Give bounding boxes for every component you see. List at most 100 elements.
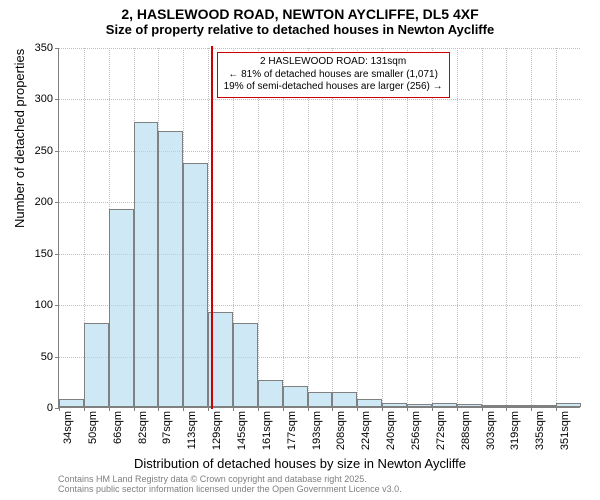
gridline-v xyxy=(407,48,408,407)
ytick-label: 250 xyxy=(35,145,53,157)
gridline-v xyxy=(482,48,483,407)
gridline-h xyxy=(59,48,580,49)
annotation-line: ← 81% of detached houses are smaller (1,… xyxy=(224,69,443,82)
xtick-label: 288sqm xyxy=(460,411,472,450)
xtick-label: 34sqm xyxy=(62,411,74,444)
gridline-v xyxy=(506,48,507,407)
xtick-mark xyxy=(332,407,333,411)
histogram-bar xyxy=(382,403,407,407)
gridline-v xyxy=(457,48,458,407)
gridline-v xyxy=(357,48,358,407)
ytick-label: 0 xyxy=(47,402,53,414)
histogram-bar xyxy=(506,405,531,407)
plot-area: 05010015020025030035034sqm50sqm66sqm82sq… xyxy=(58,48,580,408)
histogram-bar xyxy=(158,131,183,407)
histogram-bar xyxy=(432,403,457,407)
annotation-line: 2 HASLEWOOD ROAD: 131sqm xyxy=(224,56,443,69)
chart-footer: Contains HM Land Registry data © Crown c… xyxy=(58,475,402,495)
reference-line xyxy=(211,46,213,409)
ytick-label: 350 xyxy=(35,42,53,54)
gridline-h xyxy=(59,99,580,100)
gridline-v xyxy=(283,48,284,407)
ytick-mark xyxy=(55,305,59,306)
xtick-mark xyxy=(382,407,383,411)
xtick-label: 224sqm xyxy=(360,411,372,450)
histogram-bar xyxy=(233,323,258,407)
xtick-mark xyxy=(457,407,458,411)
xtick-mark xyxy=(233,407,234,411)
xtick-label: 193sqm xyxy=(311,411,323,450)
xtick-label: 272sqm xyxy=(435,411,447,450)
ytick-label: 300 xyxy=(35,93,53,105)
ytick-label: 100 xyxy=(35,299,53,311)
ytick-mark xyxy=(55,202,59,203)
xtick-mark xyxy=(134,407,135,411)
histogram-bar xyxy=(84,323,109,407)
ytick-mark xyxy=(55,357,59,358)
histogram-bar xyxy=(183,163,208,407)
xtick-label: 82sqm xyxy=(137,411,149,444)
xtick-label: 335sqm xyxy=(534,411,546,450)
xtick-mark xyxy=(556,407,557,411)
histogram-bar xyxy=(357,399,382,407)
ytick-label: 200 xyxy=(35,196,53,208)
xtick-label: 303sqm xyxy=(485,411,497,450)
xtick-mark xyxy=(258,407,259,411)
xtick-mark xyxy=(109,407,110,411)
xtick-label: 145sqm xyxy=(236,411,248,450)
ytick-label: 50 xyxy=(41,351,53,363)
xtick-label: 177sqm xyxy=(286,411,298,450)
histogram-bar xyxy=(407,404,432,407)
ytick-mark xyxy=(55,254,59,255)
xtick-mark xyxy=(208,407,209,411)
xtick-mark xyxy=(506,407,507,411)
histogram-bar xyxy=(258,380,283,407)
xtick-label: 256sqm xyxy=(410,411,422,450)
xtick-mark xyxy=(84,407,85,411)
xtick-mark xyxy=(283,407,284,411)
ytick-mark xyxy=(55,99,59,100)
xtick-mark xyxy=(158,407,159,411)
xtick-mark xyxy=(308,407,309,411)
xtick-mark xyxy=(183,407,184,411)
chart-title: 2, HASLEWOOD ROAD, NEWTON AYCLIFFE, DL5 … xyxy=(0,0,600,22)
annotation-line: 19% of semi-detached houses are larger (… xyxy=(224,81,443,94)
histogram-bar xyxy=(457,404,482,407)
xtick-mark xyxy=(357,407,358,411)
xtick-mark xyxy=(407,407,408,411)
gridline-v xyxy=(382,48,383,407)
y-axis-label: Number of detached properties xyxy=(12,49,27,228)
xtick-label: 50sqm xyxy=(87,411,99,444)
xtick-label: 351sqm xyxy=(559,411,571,450)
histogram-bar xyxy=(308,392,333,407)
ytick-mark xyxy=(55,48,59,49)
x-axis-label: Distribution of detached houses by size … xyxy=(0,456,600,471)
histogram-bar xyxy=(283,386,308,407)
histogram-bar xyxy=(134,122,159,407)
xtick-mark xyxy=(531,407,532,411)
gridline-v xyxy=(432,48,433,407)
gridline-v xyxy=(556,48,557,407)
xtick-label: 66sqm xyxy=(112,411,124,444)
xtick-label: 113sqm xyxy=(186,411,198,449)
footer-line-2: Contains public sector information licen… xyxy=(58,485,402,495)
plot-wrap: 05010015020025030035034sqm50sqm66sqm82sq… xyxy=(58,48,580,408)
xtick-label: 240sqm xyxy=(385,411,397,450)
gridline-v xyxy=(332,48,333,407)
gridline-v xyxy=(258,48,259,407)
histogram-bar xyxy=(59,399,84,407)
xtick-mark xyxy=(59,407,60,411)
ytick-mark xyxy=(55,151,59,152)
chart-subtitle: Size of property relative to detached ho… xyxy=(0,22,600,41)
annotation-box: 2 HASLEWOOD ROAD: 131sqm← 81% of detache… xyxy=(217,52,450,98)
chart-container: 2, HASLEWOOD ROAD, NEWTON AYCLIFFE, DL5 … xyxy=(0,0,600,500)
histogram-bar xyxy=(556,403,581,407)
histogram-bar xyxy=(332,392,357,407)
xtick-mark xyxy=(482,407,483,411)
histogram-bar xyxy=(482,405,507,407)
gridline-v xyxy=(531,48,532,407)
xtick-label: 208sqm xyxy=(335,411,347,450)
histogram-bar xyxy=(531,405,556,407)
xtick-label: 97sqm xyxy=(161,411,173,444)
ytick-label: 150 xyxy=(35,248,53,260)
